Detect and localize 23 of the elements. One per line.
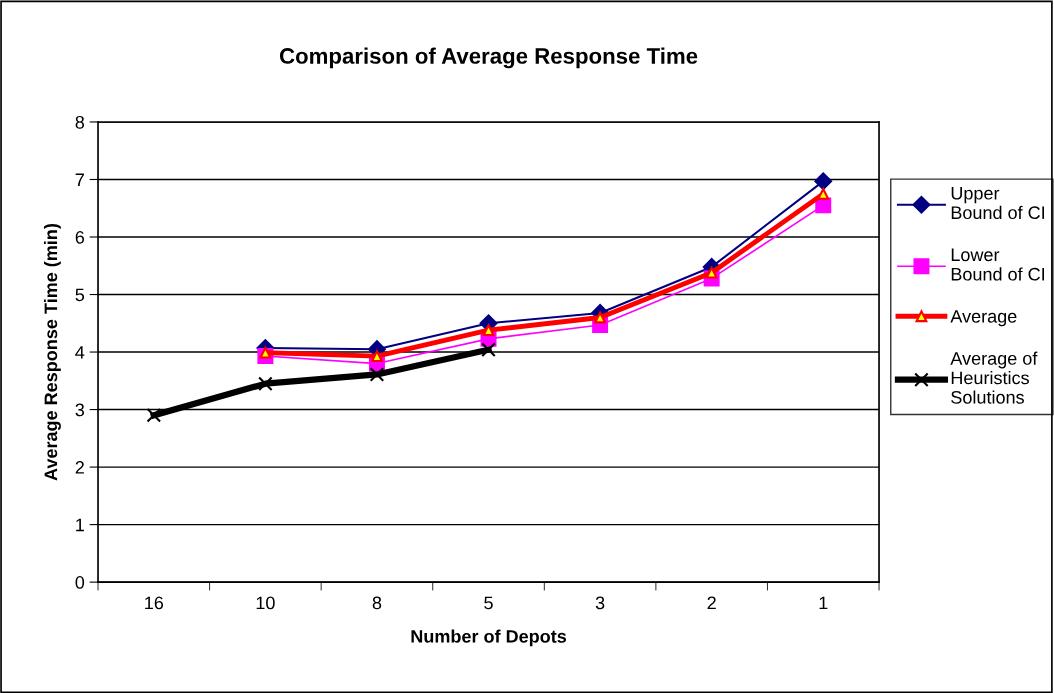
legend-label: Lower Bound of CI	[951, 248, 1045, 281]
y-tick-label: 8	[75, 115, 85, 129]
x-tick-label: 8	[372, 596, 382, 610]
y-axis-title: Average Response Time (min)	[43, 224, 61, 481]
y-tick-label: 1	[76, 518, 84, 532]
y-tick-label: 5	[75, 288, 85, 302]
y-tick-label: 0	[75, 576, 85, 589]
legend-label: Average of Heuristics Solutions	[950, 351, 1038, 404]
x-tick-label: 3	[595, 596, 605, 610]
x-axis-title: Number of Depots	[411, 629, 567, 647]
x-tick-label: 2	[707, 596, 716, 610]
y-tick-label: 4	[75, 346, 85, 359]
x-tick-label: 1	[819, 596, 828, 610]
legend-label: Upper Bound of CI	[951, 187, 1045, 220]
y-tick-label: 3	[75, 403, 85, 417]
y-tick-label: 6	[75, 230, 85, 244]
chart-title: Comparison of Average Response Time	[279, 47, 698, 69]
legend-label: Average	[950, 310, 1017, 327]
x-tick-label: 10	[256, 596, 275, 610]
x-tick-label: 16	[145, 596, 164, 610]
x-tick-label: 5	[484, 596, 493, 610]
y-tick-label: 7	[75, 173, 84, 187]
y-tick-label: 2	[75, 461, 84, 474]
